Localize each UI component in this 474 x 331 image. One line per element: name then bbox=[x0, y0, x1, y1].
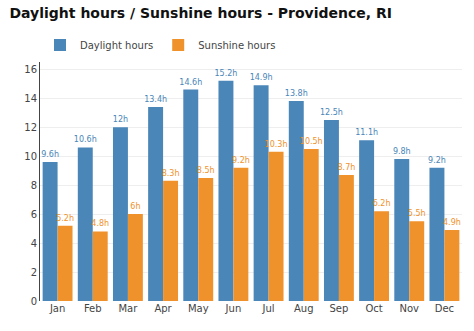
svg-text:Dec: Dec bbox=[435, 303, 454, 314]
svg-text:10.6h: 10.6h bbox=[74, 135, 97, 144]
svg-text:9.2h: 9.2h bbox=[232, 156, 250, 165]
svg-text:Feb: Feb bbox=[84, 303, 102, 314]
svg-text:5.5h: 5.5h bbox=[408, 209, 426, 218]
svg-text:Sep: Sep bbox=[329, 303, 348, 314]
svg-text:12: 12 bbox=[24, 122, 37, 133]
svg-text:Aug: Aug bbox=[294, 303, 314, 314]
svg-text:10: 10 bbox=[24, 151, 37, 162]
svg-text:12h: 12h bbox=[113, 115, 128, 124]
svg-text:6.2h: 6.2h bbox=[373, 199, 391, 208]
svg-text:6: 6 bbox=[31, 209, 37, 220]
svg-text:14: 14 bbox=[24, 93, 37, 104]
svg-text:Jul: Jul bbox=[262, 303, 275, 314]
svg-text:5.2h: 5.2h bbox=[56, 214, 74, 223]
svg-text:10.3h: 10.3h bbox=[265, 140, 288, 149]
svg-text:13.8h: 13.8h bbox=[285, 89, 308, 98]
svg-text:12.5h: 12.5h bbox=[320, 108, 343, 117]
svg-text:Oct: Oct bbox=[365, 303, 382, 314]
svg-text:10.5h: 10.5h bbox=[300, 137, 323, 146]
svg-text:15.2h: 15.2h bbox=[214, 69, 237, 78]
svg-text:Sunshine hours: Sunshine hours bbox=[198, 40, 275, 51]
svg-text:16: 16 bbox=[24, 64, 37, 75]
svg-text:Daylight hours: Daylight hours bbox=[80, 40, 153, 51]
svg-text:4: 4 bbox=[31, 238, 37, 249]
svg-text:8: 8 bbox=[31, 180, 37, 191]
svg-text:4.8h: 4.8h bbox=[91, 219, 109, 228]
svg-text:13.4h: 13.4h bbox=[144, 95, 167, 104]
svg-text:14.9h: 14.9h bbox=[250, 73, 273, 82]
svg-text:Nov: Nov bbox=[399, 303, 419, 314]
svg-text:14.6h: 14.6h bbox=[179, 78, 202, 87]
svg-text:Jan: Jan bbox=[49, 303, 65, 314]
svg-text:11.1h: 11.1h bbox=[355, 128, 378, 137]
svg-text:9.6h: 9.6h bbox=[41, 150, 59, 159]
svg-text:8.3h: 8.3h bbox=[162, 169, 180, 178]
svg-text:9.8h: 9.8h bbox=[393, 147, 411, 156]
svg-text:0: 0 bbox=[31, 296, 37, 307]
svg-text:Mar: Mar bbox=[118, 303, 138, 314]
svg-text:8.7h: 8.7h bbox=[337, 163, 355, 172]
svg-text:8.5h: 8.5h bbox=[197, 166, 215, 175]
svg-text:Jun: Jun bbox=[225, 303, 242, 314]
svg-text:4.9h: 4.9h bbox=[443, 218, 461, 227]
svg-text:9.2h: 9.2h bbox=[428, 156, 446, 165]
svg-text:May: May bbox=[188, 303, 209, 314]
svg-text:2: 2 bbox=[31, 267, 37, 278]
svg-text:Daylight hours / Sunshine hour: Daylight hours / Sunshine hours - Provid… bbox=[9, 5, 392, 21]
svg-text:6h: 6h bbox=[130, 202, 140, 211]
svg-text:Apr: Apr bbox=[154, 303, 172, 314]
